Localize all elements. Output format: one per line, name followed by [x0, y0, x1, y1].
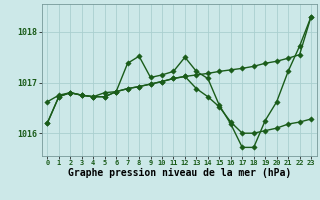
X-axis label: Graphe pression niveau de la mer (hPa): Graphe pression niveau de la mer (hPa) — [68, 168, 291, 178]
